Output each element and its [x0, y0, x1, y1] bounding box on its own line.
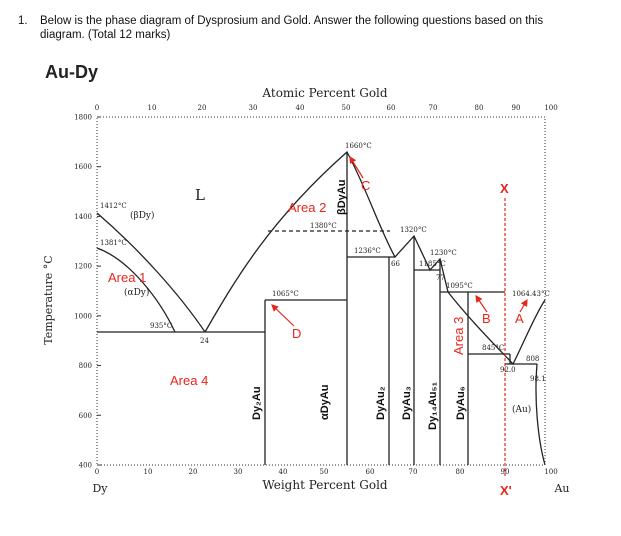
- phase-label: DyAu₂: [375, 386, 387, 420]
- annotation: B: [482, 311, 491, 326]
- annotation: C: [361, 178, 370, 193]
- right-element: Au: [553, 482, 569, 495]
- question-text: Below is the phase diagram of Dysprosium…: [40, 15, 544, 41]
- bottom-tick-label: 20: [189, 468, 198, 476]
- phase-label: αDyAu: [319, 385, 331, 421]
- temp-label: 1230°C: [430, 249, 457, 257]
- y-tick-label: 1800: [74, 114, 92, 122]
- top-tick-label: 70: [429, 104, 438, 112]
- temp-label: 1380°C: [310, 222, 337, 230]
- question: 1. Below is the phase diagram of Dysprosi…: [18, 14, 560, 42]
- y-axis-label: Temperature °C: [42, 255, 55, 344]
- top-tick-label: 0: [95, 104, 99, 112]
- top-tick-label: 100: [544, 104, 557, 112]
- annotation: A: [515, 311, 524, 326]
- temp-label: 1412°C: [100, 202, 127, 210]
- phase-label: (αDy): [124, 287, 149, 298]
- temp-label: 1064.43°C: [512, 290, 550, 298]
- y-tick-label: 1000: [74, 312, 92, 320]
- temp-label: 1236°C: [354, 247, 381, 255]
- y-tick-label: 400: [79, 462, 92, 470]
- y-tick-label: 1400: [74, 213, 92, 221]
- phase-label: βDyAu: [336, 180, 348, 215]
- top-tick-label: 50: [342, 104, 351, 112]
- temp-label: 92.0: [500, 366, 516, 374]
- red-arrows: [271, 155, 528, 478]
- top-tick-label: 80: [475, 104, 484, 112]
- annotation: X': [500, 483, 512, 498]
- y-tick-label: 600: [79, 412, 92, 420]
- annotation: Area 4: [170, 373, 208, 388]
- top-tick-label: 10: [148, 104, 157, 112]
- bottom-tick-label: 10: [144, 468, 153, 476]
- temp-label: 1660°C: [345, 142, 372, 150]
- annotation: X: [500, 181, 509, 196]
- bottom-tick-label: 90: [501, 468, 510, 476]
- phase-label: DyAu₃: [401, 386, 413, 420]
- question-number: 1.: [18, 15, 28, 27]
- y-tick-label: 800: [79, 362, 92, 370]
- phase-label: (Au): [512, 404, 531, 415]
- bottom-tick-label: 50: [320, 468, 329, 476]
- temp-label: 1320°C: [400, 226, 427, 234]
- top-tick-label: 60: [387, 104, 396, 112]
- temp-label: 1185°C: [419, 260, 446, 268]
- temp-label: 24: [200, 337, 209, 345]
- bottom-axis-label: Weight Percent Gold: [262, 478, 388, 492]
- temp-label: 845°C: [482, 344, 504, 352]
- temp-label: 935°C: [150, 322, 172, 330]
- top-tick-label: 30: [249, 104, 258, 112]
- bottom-tick-label: 100: [544, 468, 557, 476]
- bottom-tick-label: 40: [279, 468, 288, 476]
- annotation: Area 1: [108, 270, 146, 285]
- y-tick-label: 1200: [74, 263, 92, 271]
- annotation: Area 2: [288, 200, 326, 215]
- temp-label: 1095°C: [446, 282, 473, 290]
- bottom-tick-label: 30: [234, 468, 243, 476]
- phase-lines: [96, 150, 546, 466]
- temp-label: 66: [391, 260, 400, 268]
- annotation: Area 3: [451, 317, 466, 355]
- bottom-tick-label: 60: [366, 468, 375, 476]
- temp-label: 77: [436, 274, 445, 282]
- top-tick-label: 40: [296, 104, 305, 112]
- temp-label: 1065°C: [272, 290, 299, 298]
- bottom-tick-label: 70: [409, 468, 418, 476]
- phase-label: Dy₁₄Au₅₁: [427, 381, 439, 430]
- top-axis-label: Atomic Percent Gold: [261, 86, 387, 100]
- top-tick-label: 20: [198, 104, 207, 112]
- frame: [96, 116, 546, 466]
- temp-label: 808: [526, 355, 539, 363]
- top-tick-label: 90: [512, 104, 521, 112]
- left-element: Dy: [92, 482, 108, 495]
- y-tick-label: 1600: [74, 163, 92, 171]
- title: Au-Dy: [45, 62, 98, 82]
- bottom-tick-label: 80: [456, 468, 465, 476]
- temp-label: 98.1: [530, 375, 546, 383]
- temp-label: 1381°C: [100, 239, 127, 247]
- phase-label: DyAu₆: [455, 386, 467, 420]
- phase-label: Dy₂Au: [251, 386, 263, 420]
- phase-label: L: [195, 186, 205, 204]
- bottom-tick-label: 0: [95, 468, 99, 476]
- phase-label: (βDy): [130, 210, 155, 221]
- annotation: D: [292, 326, 301, 341]
